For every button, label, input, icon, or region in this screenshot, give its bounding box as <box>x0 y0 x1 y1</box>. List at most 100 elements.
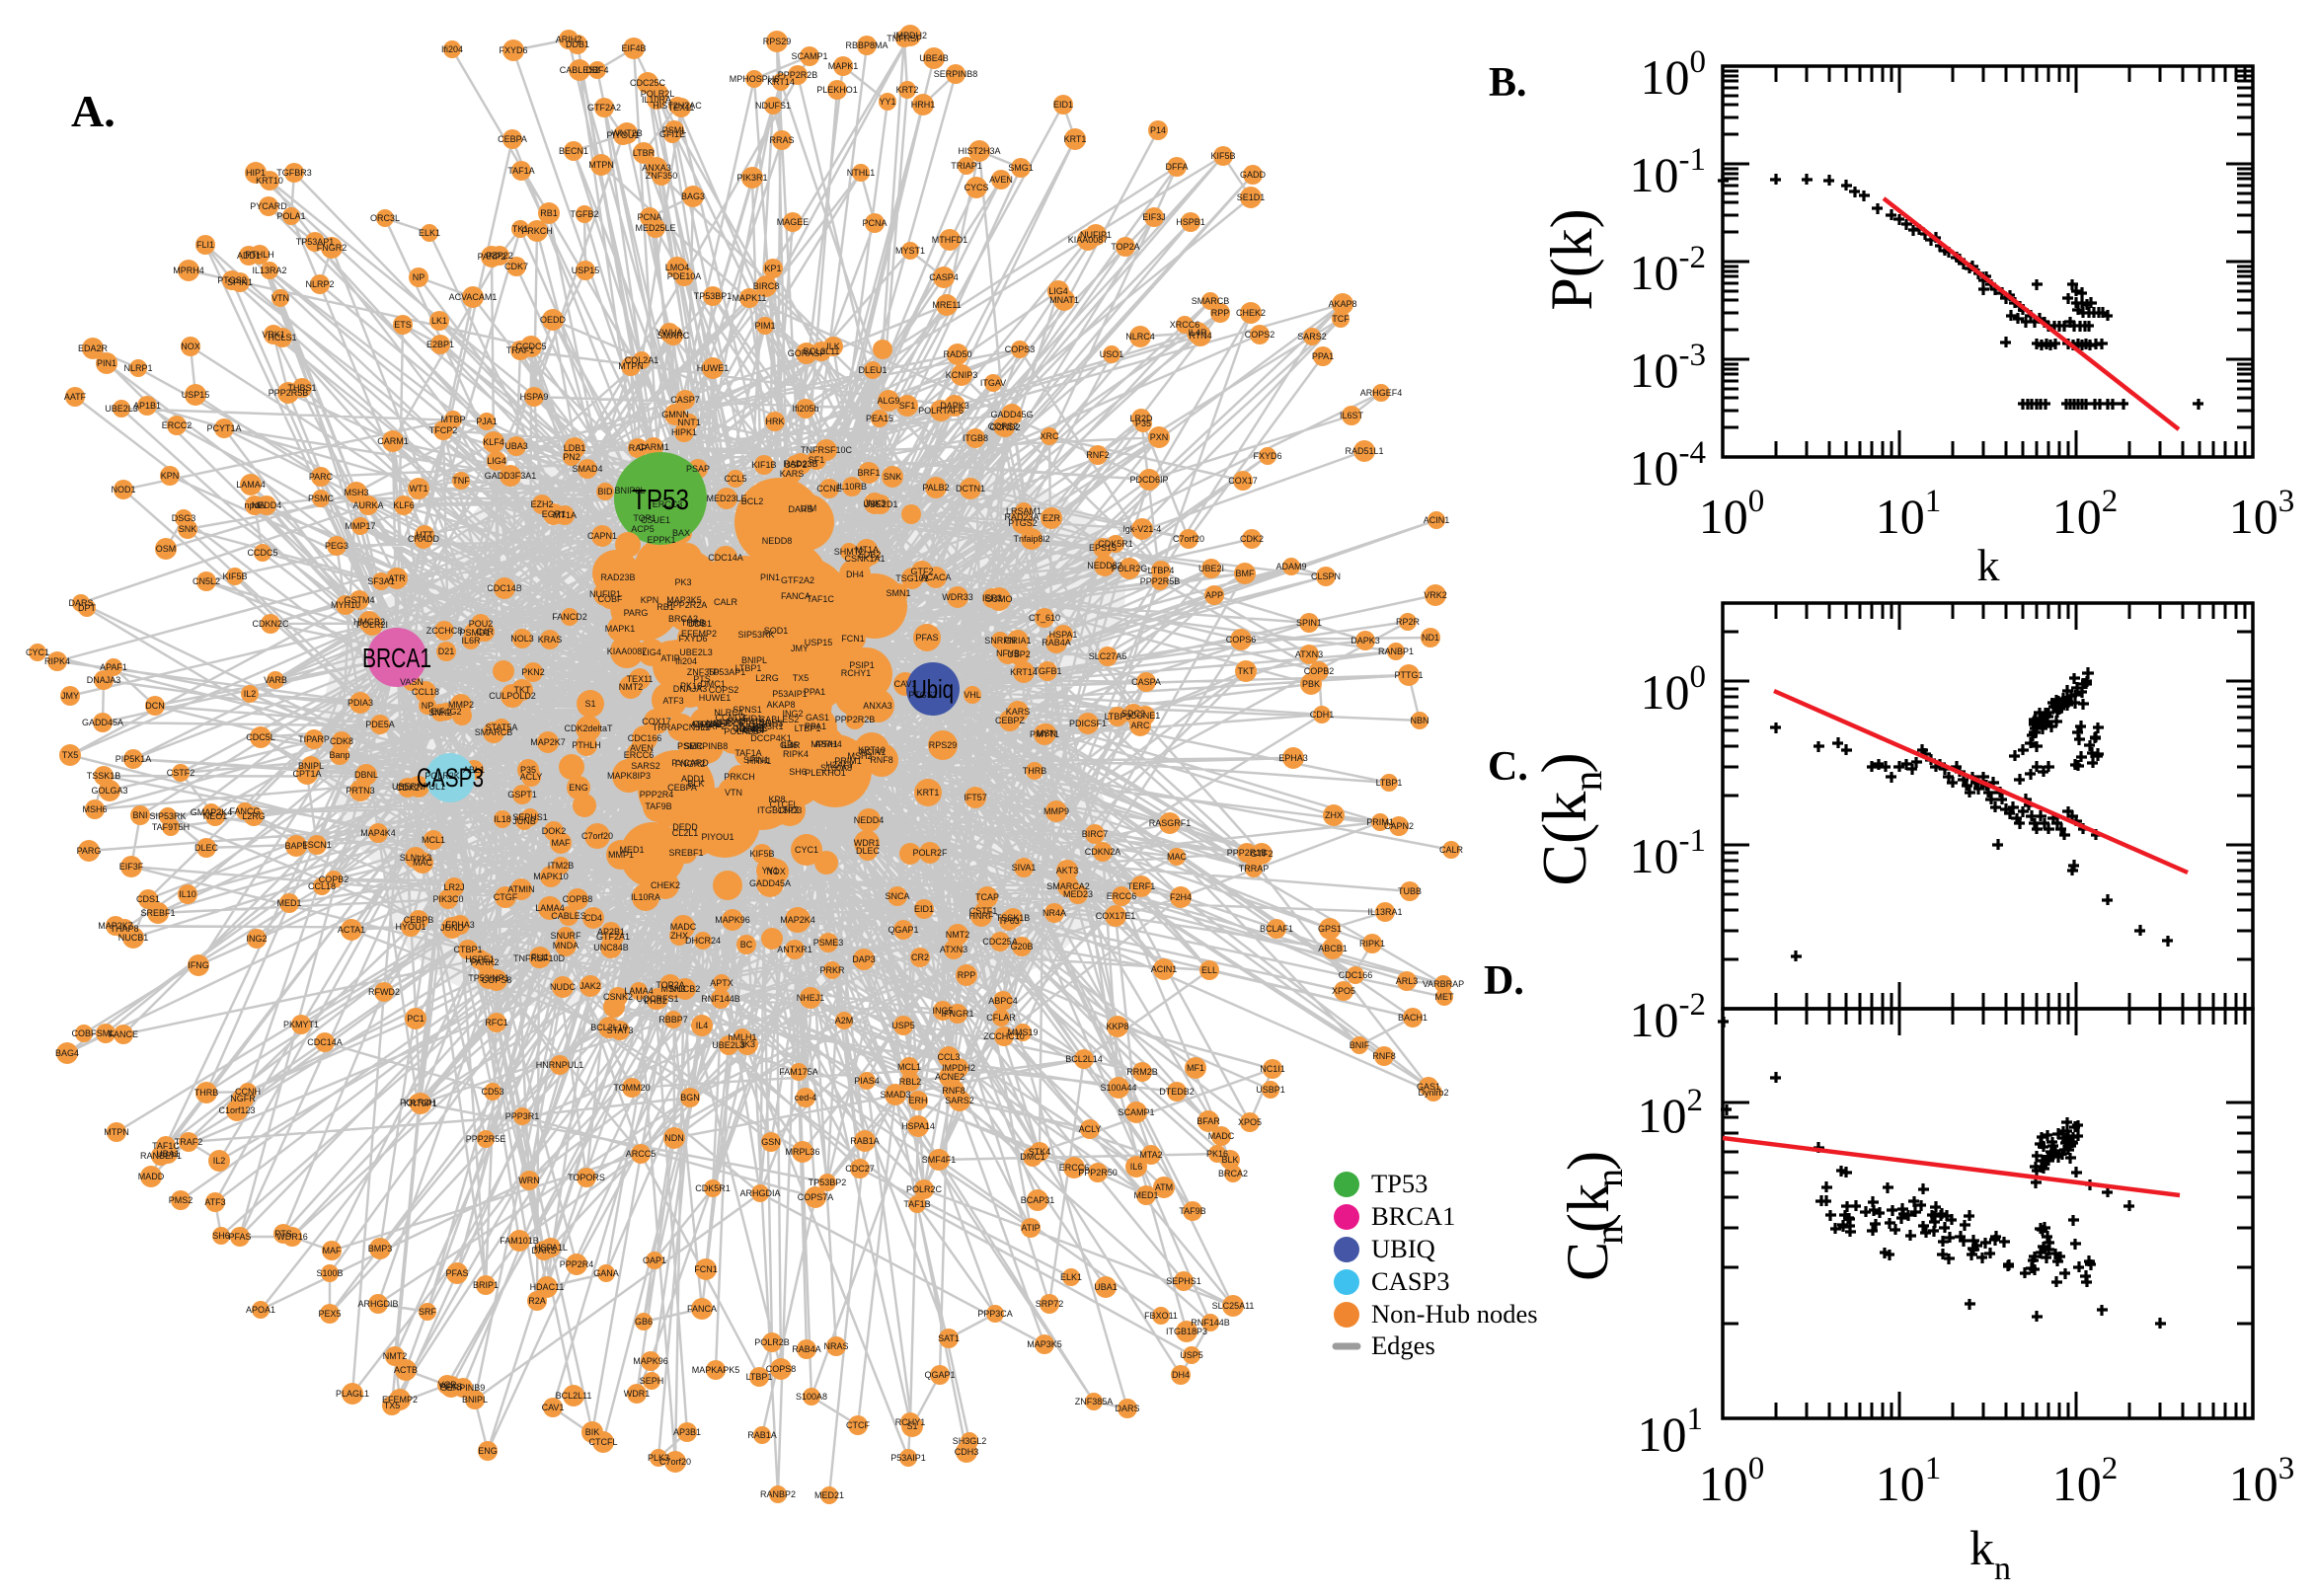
svg-text:CDK5R1: CDK5R1 <box>695 1183 731 1193</box>
svg-text:RBBP8MA: RBBP8MA <box>845 40 888 50</box>
svg-text:PPP3R1: PPP3R1 <box>505 1111 540 1121</box>
svg-text:ERH: ERH <box>908 1096 927 1105</box>
svg-text:BNIPL: BNIPL <box>298 761 324 771</box>
svg-text:TGFB2: TGFB2 <box>570 209 598 219</box>
svg-text:PC1: PC1 <box>407 1014 425 1024</box>
svg-text:SPNS1: SPNS1 <box>733 705 762 715</box>
svg-text:SNK: SNK <box>884 472 902 482</box>
svg-text:F2H4: F2H4 <box>1170 892 1192 902</box>
svg-text:NGFR: NGFR <box>230 1094 256 1103</box>
svg-text:RRAS: RRAS <box>769 135 794 145</box>
svg-text:IL13RA2: IL13RA2 <box>252 266 286 275</box>
svg-text:DNAJA3: DNAJA3 <box>673 684 708 694</box>
svg-text:ITGB18P3: ITGB18P3 <box>1166 1327 1207 1336</box>
svg-text:SERPINB9: SERPINB9 <box>441 1383 486 1393</box>
svg-text:SAT1: SAT1 <box>938 1333 960 1343</box>
svg-text:POLR2C: POLR2C <box>906 1184 943 1194</box>
svg-text:GADD45G: GADD45G <box>990 410 1033 419</box>
svg-text:TK1: TK1 <box>512 224 529 234</box>
svg-text:HIST2H3A: HIST2H3A <box>958 146 1000 156</box>
svg-text:3K3: 3K3 <box>739 1039 755 1049</box>
svg-text:BCL2L11: BCL2L11 <box>804 346 840 356</box>
svg-text:PARK2: PARK2 <box>471 957 500 967</box>
svg-text:MAP3K5: MAP3K5 <box>1027 1339 1062 1349</box>
svg-text:AVEN: AVEN <box>989 175 1013 185</box>
svg-text:MED23: MED23 <box>1063 889 1093 899</box>
svg-text:PIN1: PIN1 <box>97 358 116 368</box>
svg-text:NLRP2: NLRP2 <box>305 279 334 289</box>
svg-text:RAD50: RAD50 <box>943 349 971 359</box>
svg-text:SPIN1: SPIN1 <box>227 277 253 287</box>
svg-text:SERPINB8: SERPINB8 <box>934 69 978 79</box>
svg-text:MED1: MED1 <box>1133 1190 1158 1200</box>
svg-text:MAP2K4: MAP2K4 <box>780 915 815 925</box>
svg-text:KIF5B: KIF5B <box>1210 151 1235 161</box>
svg-text:XRCC6: XRCC6 <box>714 719 744 728</box>
svg-text:Dynlrb2: Dynlrb2 <box>1418 1088 1448 1098</box>
svg-text:IL10: IL10 <box>179 889 196 899</box>
svg-text:PFAS: PFAS <box>228 1232 251 1242</box>
svg-text:TAF9B: TAF9B <box>645 801 671 811</box>
svg-text:PHB2: PHB2 <box>644 996 667 1006</box>
svg-text:ZNF350: ZNF350 <box>646 171 678 181</box>
svg-text:DH4: DH4 <box>1172 1370 1190 1380</box>
svg-text:CEBPZ: CEBPZ <box>995 716 1026 725</box>
svg-text:GTF2A2: GTF2A2 <box>781 575 814 585</box>
svg-text:P35: P35 <box>1135 418 1151 428</box>
svg-text:DARS: DARS <box>788 504 812 514</box>
svg-text:MAF: MAF <box>552 838 572 848</box>
svg-text:EIF3J: EIF3J <box>1142 212 1166 222</box>
svg-text:ADAM9: ADAM9 <box>1275 562 1306 571</box>
svg-text:NHEJ1: NHEJ1 <box>797 993 825 1003</box>
svg-text:VTN: VTN <box>725 788 742 798</box>
svg-text:JUND: JUND <box>440 923 464 933</box>
svg-text:TOP1: TOP1 <box>633 513 656 523</box>
svg-text:MAPK96: MAPK96 <box>633 1356 668 1366</box>
svg-text:DTEDB2: DTEDB2 <box>1159 1087 1195 1097</box>
svg-text:SMARC: SMARC <box>657 331 690 341</box>
svg-text:NNT1: NNT1 <box>677 418 701 427</box>
svg-text:TRAF2: TRAF2 <box>175 1137 203 1147</box>
svg-text:LTBP1: LTBP1 <box>1376 778 1403 788</box>
svg-text:PDIA3: PDIA3 <box>347 698 373 708</box>
svg-text:NLRC4: NLRC4 <box>1125 332 1155 342</box>
svg-text:FANCA: FANCA <box>687 1304 717 1314</box>
svg-text:KRT10: KRT10 <box>256 176 283 186</box>
svg-text:EZH2: EZH2 <box>530 499 553 509</box>
svg-text:CTBP1: CTBP1 <box>453 945 482 954</box>
svg-text:KRT10: KRT10 <box>858 745 886 755</box>
svg-text:BCL2L14: BCL2L14 <box>1065 1054 1103 1064</box>
svg-text:PIP5K1A: PIP5K1A <box>116 754 152 764</box>
svg-text:VRK2: VRK2 <box>1424 590 1447 600</box>
svg-text:DPT: DPT <box>78 603 97 613</box>
svg-text:ZNF350: ZNF350 <box>687 667 720 677</box>
svg-text:MMP2: MMP2 <box>448 700 474 710</box>
svg-text:GMNN: GMNN <box>661 410 689 419</box>
svg-text:EPHA3: EPHA3 <box>1278 753 1308 763</box>
svg-text:CDC166: CDC166 <box>628 733 662 743</box>
svg-text:CCDC5: CCDC5 <box>515 342 546 351</box>
svg-text:MSH3: MSH3 <box>660 984 685 994</box>
svg-text:COPS2: COPS2 <box>988 421 1019 431</box>
svg-text:ATMIN: ATMIN <box>507 884 534 894</box>
svg-text:PCNA: PCNA <box>637 212 661 222</box>
svg-text:BECN1: BECN1 <box>559 146 588 156</box>
svg-text:TAF9T5H: TAF9T5H <box>152 822 190 832</box>
svg-text:UIM: UIM <box>801 503 817 513</box>
svg-text:ING2: ING2 <box>246 934 267 944</box>
svg-text:LAMA4: LAMA4 <box>535 903 565 913</box>
svg-text:GOLGA3: GOLGA3 <box>91 786 127 796</box>
svg-text:ATF3: ATF3 <box>204 1197 225 1207</box>
svg-text:COL2A1: COL2A1 <box>625 355 659 365</box>
svg-text:RNF8: RNF8 <box>1372 1051 1396 1061</box>
svg-text:CASP2: CASP2 <box>692 720 722 729</box>
svg-text:SMG1: SMG1 <box>1008 163 1034 173</box>
svg-text:SCAMP1: SCAMP1 <box>791 51 827 61</box>
svg-text:CCL3: CCL3 <box>937 1052 960 1062</box>
svg-text:NMT2: NMT2 <box>946 930 970 940</box>
svg-text:MPHOSPH6: MPHOSPH6 <box>730 74 780 84</box>
svg-text:COX17E1: COX17E1 <box>1096 911 1136 921</box>
svg-text:BRIP1: BRIP1 <box>473 1280 499 1290</box>
svg-text:GTF2: GTF2 <box>1250 849 1273 859</box>
svg-text:PMS2: PMS2 <box>169 1195 193 1205</box>
